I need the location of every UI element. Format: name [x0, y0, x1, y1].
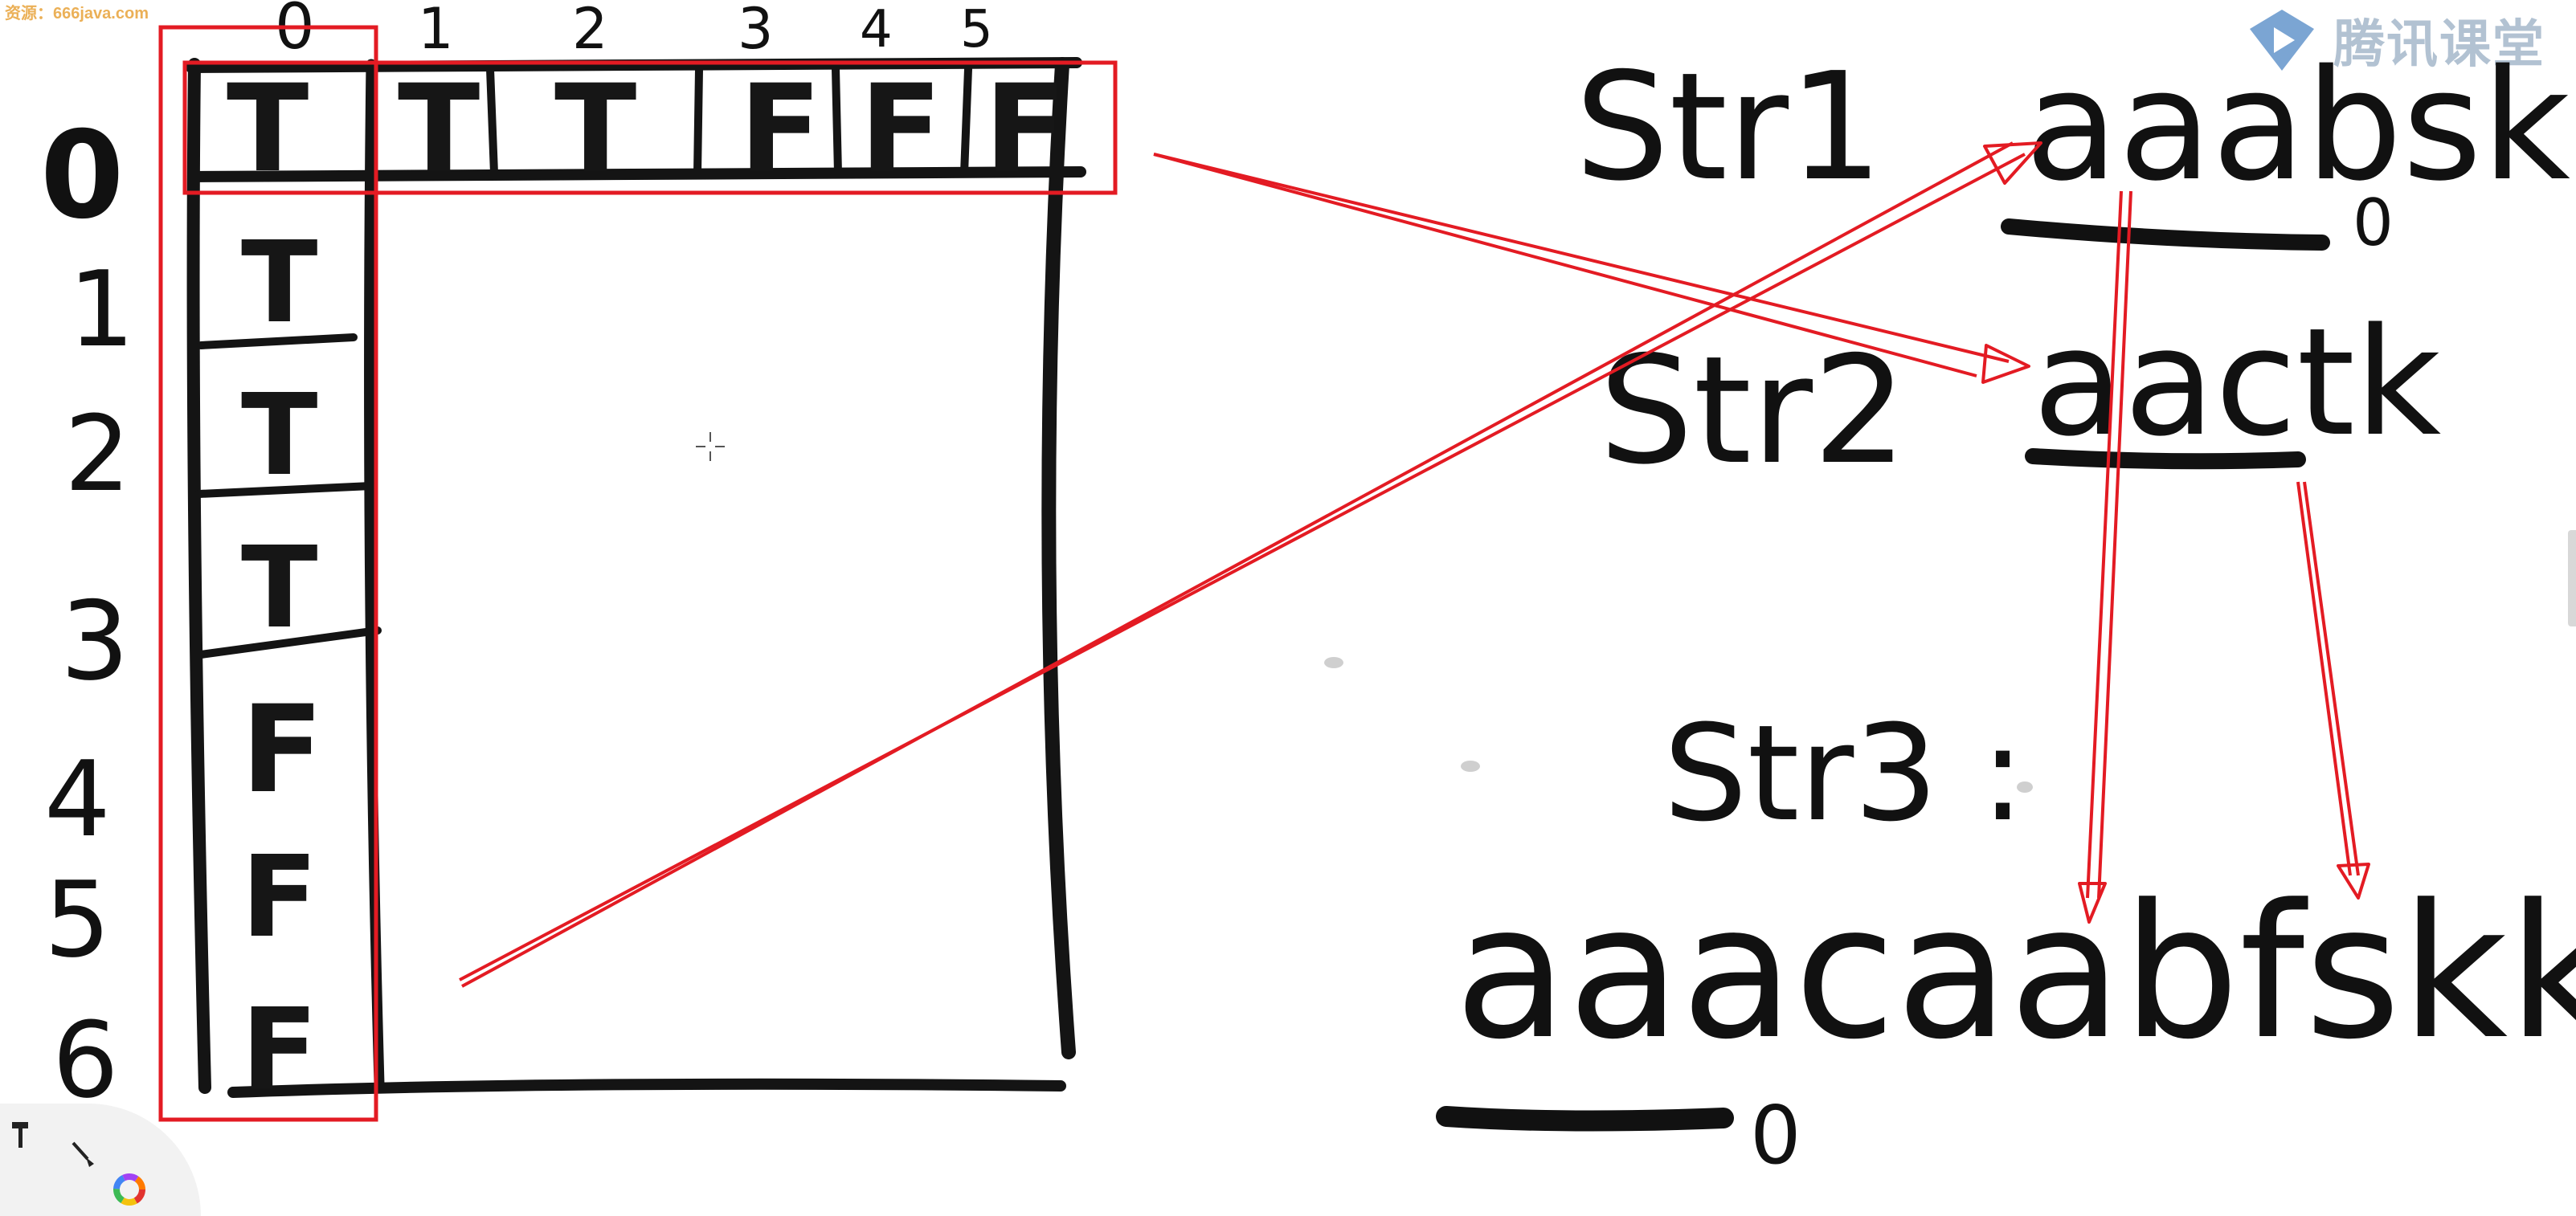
- cell-3-0: T: [241, 523, 318, 654]
- scroll-handle[interactable]: [2568, 530, 2576, 626]
- str1-label: Str1: [1575, 40, 1883, 214]
- hammer-tool-icon[interactable]: [3, 1113, 43, 1153]
- highlight-boxes: [158, 25, 1118, 1122]
- brush-tool-icon[interactable]: [63, 1134, 103, 1174]
- row-header: 6: [52, 999, 119, 1121]
- first-col-values: T T T F F F: [241, 218, 323, 1116]
- red-arrows: [459, 141, 2370, 988]
- color-wheel-icon[interactable]: [109, 1169, 149, 1210]
- cell-0-2: T: [554, 59, 636, 199]
- row-header: 5: [44, 859, 111, 981]
- cell-6-0: F: [241, 985, 318, 1116]
- cell-1-0: T: [241, 218, 318, 349]
- str2-value: aactk: [2033, 296, 2441, 469]
- cell-0-0: T: [227, 59, 309, 199]
- cell-5-0: F: [241, 832, 318, 963]
- col-header: 5: [960, 0, 993, 59]
- dp-table: [186, 57, 1086, 1098]
- aim-zero-mark: 0: [1750, 1088, 1801, 1182]
- col-header: 0: [275, 0, 315, 63]
- col-header: 2: [572, 0, 608, 62]
- play-triangle-icon: [2250, 10, 2314, 71]
- str3-label: Str3 :: [1663, 696, 2025, 851]
- first-row-highlight: [182, 60, 1118, 195]
- drawing-toolbar: [0, 1104, 201, 1216]
- cell-0-1: T: [398, 59, 480, 199]
- cell-4-0: F: [241, 680, 323, 820]
- string-labels: Str1 aaabsk 0 Str2 aactk Str3 : aaacaabf…: [1454, 37, 2576, 1182]
- row-header: 4: [44, 738, 111, 860]
- cell-0-5: F: [984, 59, 1066, 199]
- brand-logo: 腾讯课堂: [2242, 5, 2545, 75]
- underlines: [1436, 218, 2330, 1132]
- col-header: 4: [860, 0, 893, 59]
- brand-name: 腾讯课堂: [2333, 15, 2545, 75]
- col-header: 1: [418, 0, 454, 62]
- column-headers: 0 1 2 3 4 5: [275, 0, 993, 63]
- str2-label: Str2: [1599, 324, 1907, 497]
- cell-0-4: F: [860, 59, 942, 199]
- cell-0-3: F: [739, 59, 821, 199]
- first-row-values: T T T F F F: [227, 59, 1066, 199]
- faint-dots: [1324, 657, 2033, 793]
- row-header: 1: [68, 248, 135, 370]
- aim-string: aaacaabfskk: [1454, 866, 2576, 1080]
- str1-zero-mark: 0: [2353, 186, 2394, 260]
- row-header: 2: [64, 393, 131, 515]
- str1-value: aaabsk: [2025, 37, 2570, 214]
- crosshair-cursor-icon: [696, 432, 725, 461]
- cell-2-0: T: [241, 370, 318, 501]
- row-headers: 0 1 2 3 4 5 6: [40, 106, 135, 1121]
- row-header: 3: [60, 578, 129, 704]
- row-header: 0: [40, 106, 124, 246]
- col-header: 3: [738, 0, 774, 62]
- first-column-highlight: [158, 25, 378, 1122]
